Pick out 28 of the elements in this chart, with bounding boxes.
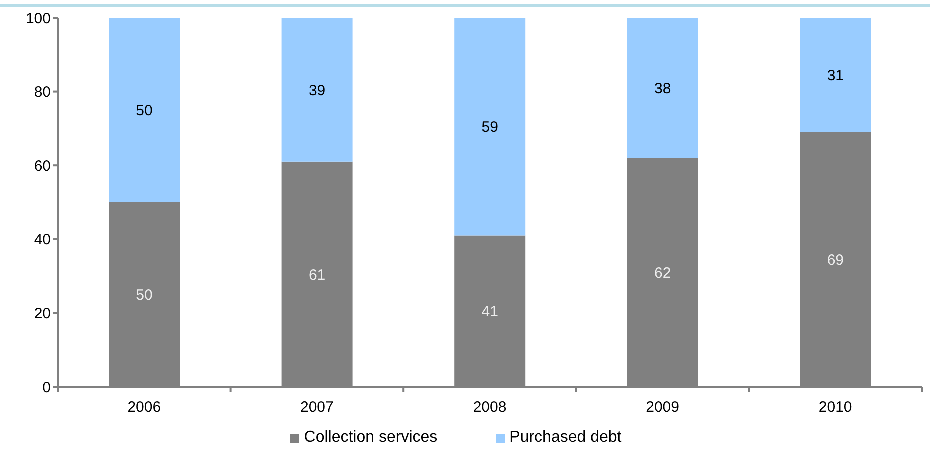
data-label: 38 bbox=[654, 80, 672, 98]
data-label: 39 bbox=[308, 82, 326, 100]
x-tick-label: 2007 bbox=[300, 399, 334, 416]
bar bbox=[800, 18, 872, 132]
x-tick-label: 2010 bbox=[818, 399, 852, 416]
bar bbox=[627, 18, 698, 158]
data-label: 41 bbox=[482, 304, 498, 321]
bar bbox=[282, 18, 353, 162]
data-label: 31 bbox=[827, 68, 844, 85]
data-label: 69 bbox=[827, 252, 844, 270]
y-tick-label: 40 bbox=[34, 232, 51, 249]
data-label: 61 bbox=[308, 266, 326, 284]
data-label: 59 bbox=[482, 119, 498, 136]
legend-label: Purchased debt bbox=[510, 429, 622, 447]
y-tick-label: 20 bbox=[34, 306, 51, 323]
y-tick-label: 0 bbox=[42, 379, 51, 396]
data-label: 62 bbox=[654, 264, 672, 282]
x-tick-label: 2009 bbox=[646, 399, 680, 416]
bar bbox=[454, 18, 526, 236]
y-tick-label: 60 bbox=[34, 158, 51, 175]
x-tick-label: 2008 bbox=[473, 399, 507, 416]
y-tick-label: 100 bbox=[26, 10, 51, 28]
data-label: 50 bbox=[136, 102, 153, 120]
legend-label: Collection services bbox=[304, 429, 438, 447]
bar bbox=[109, 18, 180, 202]
y-tick-label: 80 bbox=[34, 84, 51, 102]
x-tick-label: 2006 bbox=[128, 399, 162, 416]
data-label: 50 bbox=[136, 287, 153, 304]
